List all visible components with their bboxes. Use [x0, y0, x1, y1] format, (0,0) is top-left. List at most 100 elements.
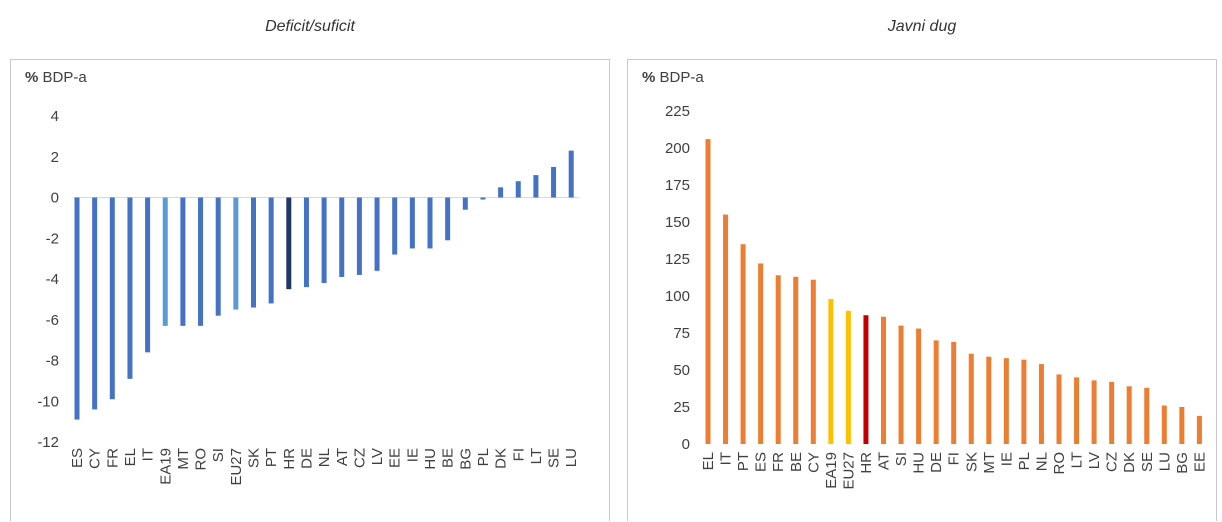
category-label: EE: [1191, 452, 1208, 472]
bar-DK: [498, 187, 504, 198]
y-unit-label: % BDP-a: [642, 69, 704, 86]
y-tick-label: -2: [46, 230, 59, 247]
bar-DE: [303, 197, 309, 288]
y-tick-label: 150: [665, 214, 690, 231]
category-label: SI: [210, 448, 227, 462]
bar-EA19: [162, 197, 168, 326]
deficit-chart-panel: % BDP-a 4 2 0 -2 -4 -6 -8 -10 -12 ES CY FR EL IT EA19 M…: [10, 59, 610, 521]
category-label: PL: [475, 448, 492, 466]
category-label: FR: [770, 452, 787, 472]
category-label: DE: [298, 448, 315, 469]
category-label: LU: [1156, 452, 1173, 471]
category-label: EL: [122, 448, 139, 466]
category-label: HR: [858, 452, 875, 474]
bar-PT: [268, 197, 274, 304]
category-label: ES: [753, 452, 770, 472]
y-tick-label: 200: [665, 140, 690, 157]
y-tick-label: -6: [46, 312, 59, 329]
y-tick-label: -8: [46, 353, 59, 370]
bar-SI: [215, 197, 221, 316]
bar-HR: [863, 315, 869, 444]
bar-CY: [810, 279, 816, 444]
category-label: EU27: [228, 448, 245, 486]
category-label: PT: [263, 448, 280, 467]
bar-MT: [986, 356, 992, 444]
category-label: SE: [546, 448, 563, 468]
y-tick-label: 125: [665, 251, 690, 268]
category-label: DK: [493, 448, 510, 469]
bar-IE: [409, 197, 415, 249]
category-label: DK: [1121, 452, 1138, 473]
bar-BG: [1179, 407, 1185, 444]
unit-prefix: %: [642, 69, 656, 86]
bar-FI: [515, 181, 521, 198]
unit-prefix: %: [25, 69, 39, 86]
y-tick-label: -12: [37, 434, 59, 451]
category-label: BG: [457, 448, 474, 470]
bar-EU27: [845, 310, 851, 444]
bar-ES: [74, 197, 80, 420]
bar-CZ: [356, 197, 362, 275]
category-label: ES: [69, 448, 86, 468]
category-label: SK: [963, 452, 980, 472]
category-label: CY: [805, 452, 822, 473]
y-tick-label: 4: [51, 108, 59, 125]
category-label: SE: [1139, 452, 1156, 472]
category-label: FR: [104, 448, 121, 468]
unit-suffix: BDP-a: [659, 69, 704, 86]
category-label: MT: [175, 448, 192, 470]
category-label: BE: [788, 452, 805, 472]
bar-FR: [775, 275, 781, 444]
y-tick-label: 0: [682, 436, 690, 453]
bar-AT: [881, 316, 886, 444]
category-label: HU: [422, 448, 439, 470]
category-label: SK: [246, 448, 263, 468]
bar-RO: [1056, 374, 1062, 444]
y-tick-label: 75: [673, 325, 690, 342]
chart-title-deficit: Deficit/suficit: [265, 18, 355, 35]
category-label: PL: [1016, 452, 1033, 470]
bar-EL: [705, 139, 711, 444]
bar-IE: [1003, 358, 1009, 444]
category-label: RO: [193, 448, 210, 471]
y-unit-label: % BDP-a: [25, 69, 87, 86]
bar-CZ: [1109, 381, 1115, 444]
bar-LT: [533, 175, 539, 198]
category-label: DE: [928, 452, 945, 473]
bar-EE: [1196, 415, 1202, 444]
y-tick-label: 50: [673, 362, 690, 379]
category-label: IT: [140, 448, 157, 461]
category-label: AT: [876, 452, 893, 470]
category-label: BE: [440, 448, 457, 468]
bar-MT: [180, 197, 186, 326]
bar-EL: [127, 197, 133, 379]
bar-HU: [916, 328, 922, 444]
category-label: LV: [369, 448, 386, 465]
bar-BG: [462, 197, 468, 210]
category-label: CZ: [351, 448, 368, 468]
bar-ES: [758, 263, 764, 444]
category-label: LU: [563, 448, 580, 467]
category-label: EE: [387, 448, 404, 468]
y-tick-label: 225: [665, 103, 690, 120]
chart-title-debt: Javni dug: [887, 18, 957, 35]
y-tick-label: 0: [51, 190, 59, 207]
category-label: CZ: [1104, 452, 1121, 472]
category-label: LV: [1086, 452, 1103, 469]
bar-SE: [551, 166, 557, 198]
category-label: EA19: [157, 448, 174, 485]
category-label: NL: [316, 448, 333, 467]
bar-NL: [1038, 364, 1044, 444]
bar-HU: [427, 197, 433, 249]
category-label: AT: [334, 448, 351, 466]
category-label: CY: [87, 448, 104, 469]
category-label: SI: [893, 452, 910, 466]
category-label: HR: [281, 448, 298, 470]
y-tick-label: -4: [46, 271, 59, 288]
bar-PT: [740, 244, 746, 444]
category-label: IE: [998, 452, 1015, 466]
category-label: EA19: [823, 452, 840, 489]
y-tick-label: -10: [37, 393, 59, 410]
y-tick-label: 25: [673, 399, 690, 416]
